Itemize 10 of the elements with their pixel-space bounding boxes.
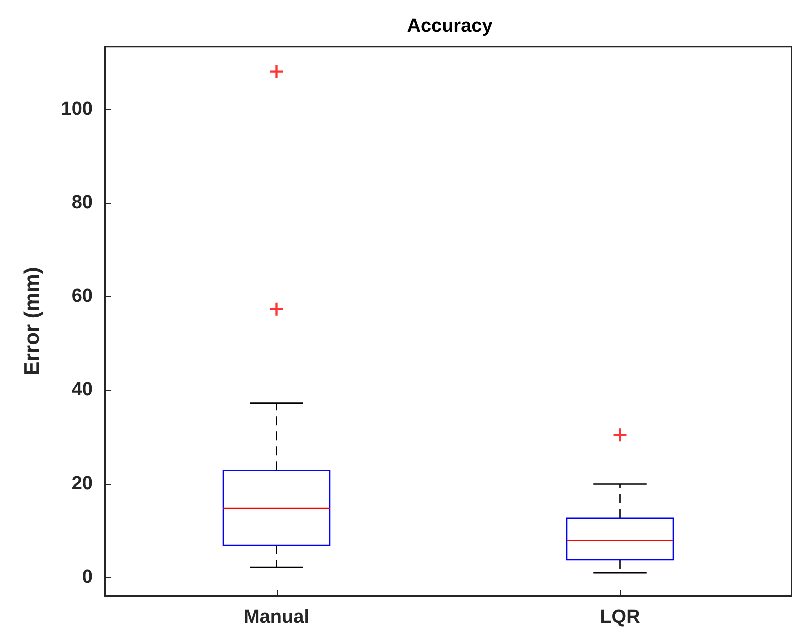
- y-tick-label: 40: [72, 380, 93, 401]
- y-tick-label: 20: [72, 473, 93, 494]
- chart-title: Accuracy: [407, 16, 494, 37]
- x-tick-label: LQR: [600, 607, 641, 628]
- y-axis-title: Error (mm): [21, 267, 44, 376]
- y-tick-label: 80: [72, 192, 93, 214]
- y-tick-label: 60: [72, 286, 93, 308]
- y-tick-label: 100: [61, 99, 93, 120]
- y-tick-label: 0: [82, 566, 93, 588]
- x-tick-label: Manual: [244, 607, 310, 628]
